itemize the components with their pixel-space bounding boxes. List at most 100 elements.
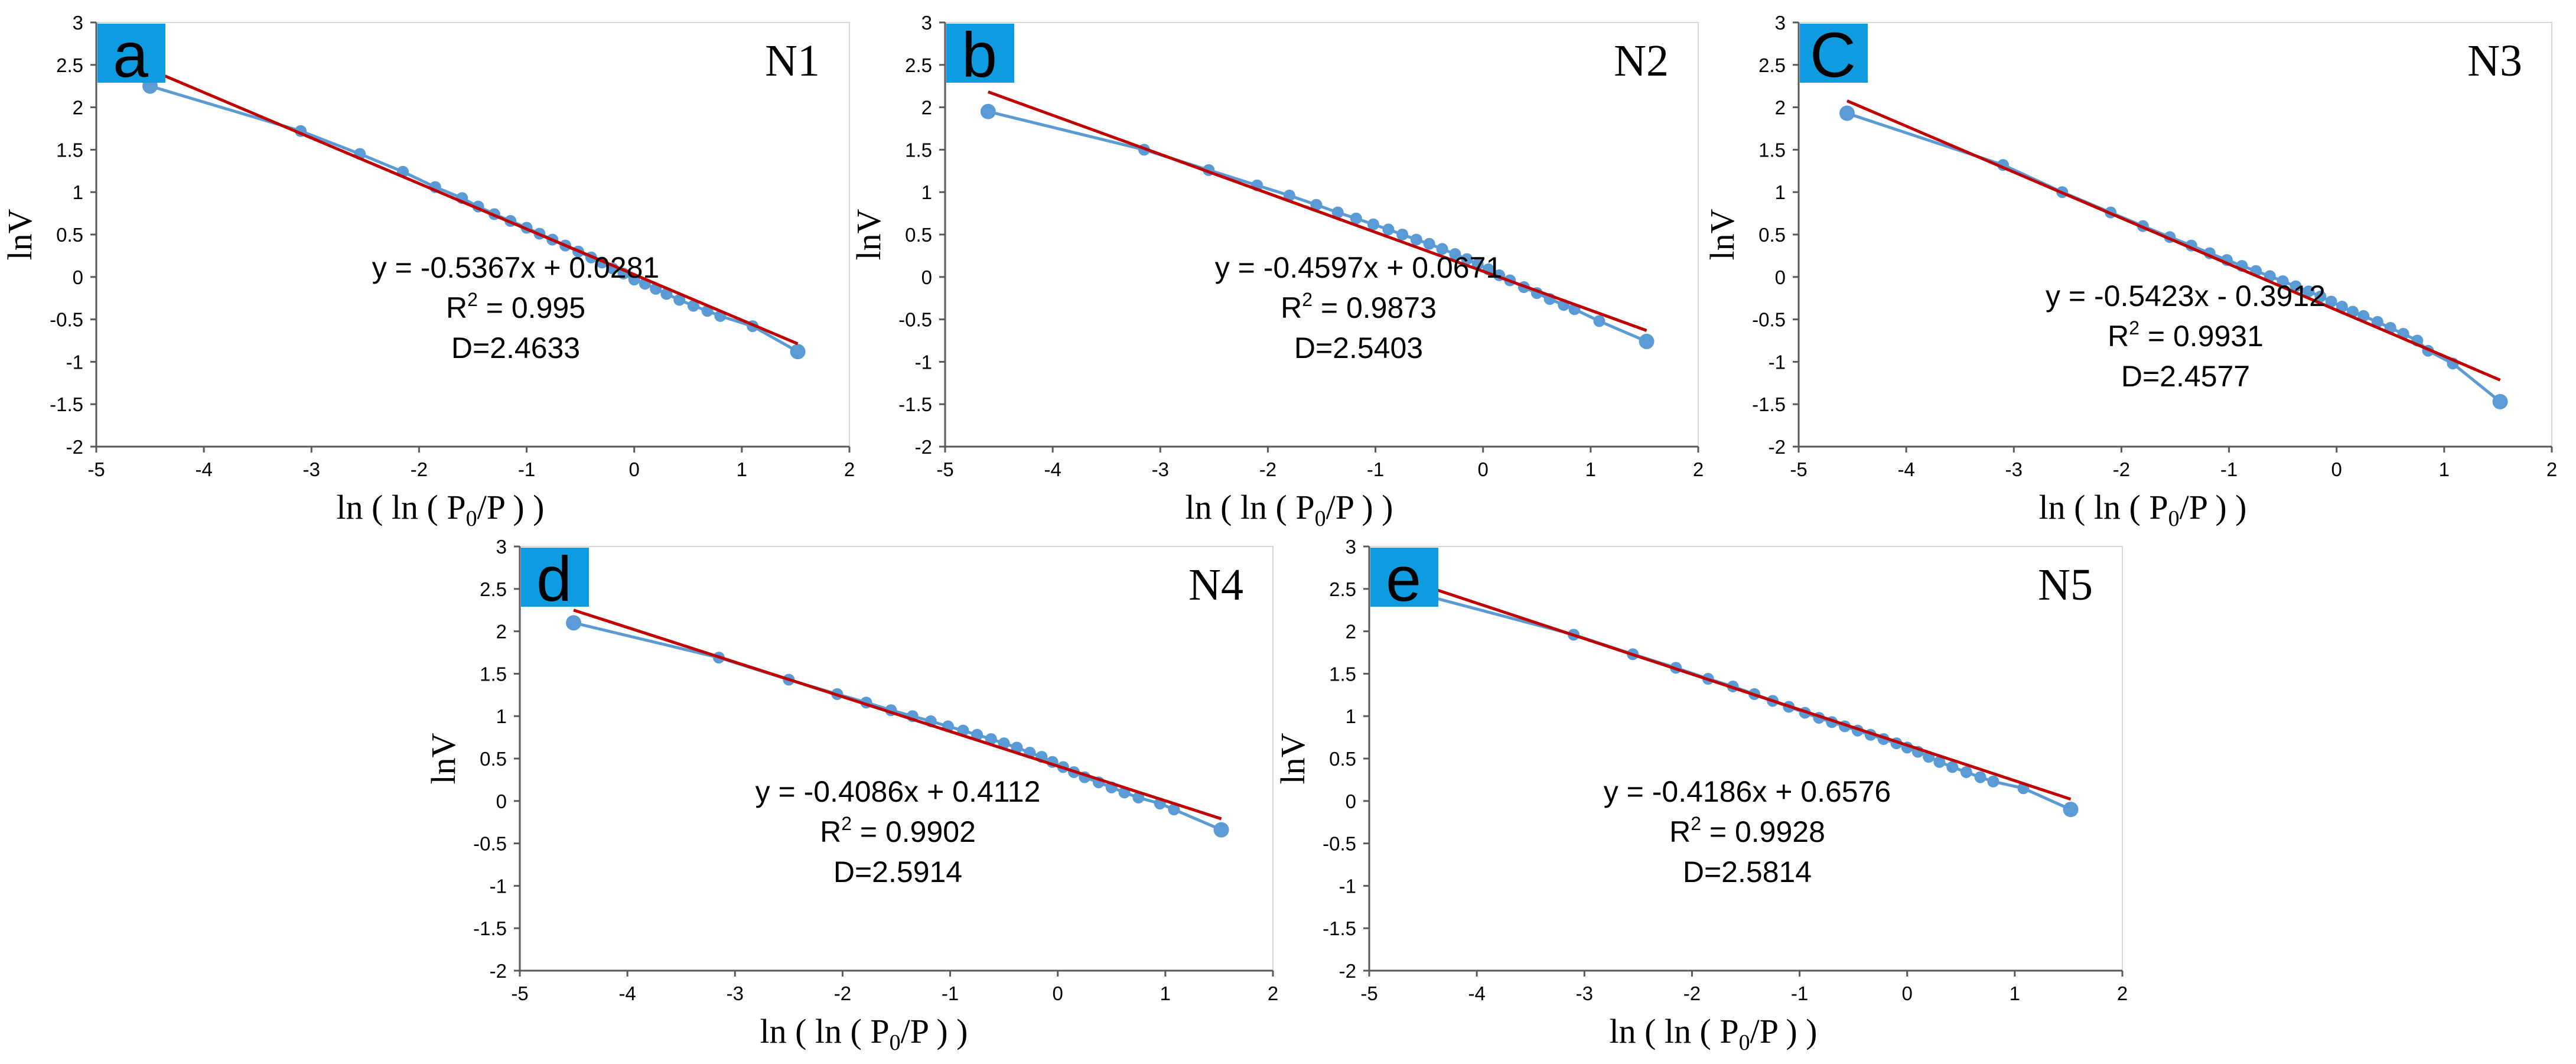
fit-equation: y = -0.4186x + 0.6576 — [1604, 775, 1891, 808]
y-tick-label: -1 — [490, 875, 507, 897]
fractal-dimension: D=2.5814 — [1683, 855, 1812, 889]
data-point — [2303, 285, 2315, 298]
y-tick-label: -2 — [1339, 960, 1356, 982]
y-tick-label: 1.5 — [1329, 663, 1356, 685]
data-point — [1933, 756, 1946, 768]
x-axis-title-subscript: 0 — [2168, 506, 2180, 531]
data-point — [2492, 393, 2508, 409]
x-axis-title-main: ln ( ln ( P — [2039, 488, 2168, 526]
y-tick-label: 0 — [496, 790, 507, 812]
r-squared-superscript: 2 — [1302, 289, 1313, 310]
y-tick-label: -1.5 — [50, 393, 83, 415]
x-tick-label: -4 — [195, 458, 212, 480]
x-tick-label: -2 — [411, 458, 428, 480]
x-tick-label: -1 — [518, 458, 535, 480]
x-tick-label: 0 — [1478, 458, 1489, 480]
x-tick-label: -1 — [942, 982, 959, 1004]
y-tick-label: 2 — [73, 97, 83, 119]
y-tick-label: -1.5 — [898, 393, 932, 415]
data-point — [1168, 803, 1180, 816]
x-tick-label: -3 — [1152, 458, 1169, 480]
x-tick-label: 1 — [1160, 982, 1171, 1004]
fractal-dimension: D=2.4633 — [451, 331, 580, 365]
r-squared: R2 = 0.995 — [446, 289, 585, 324]
x-tick-label: -3 — [1576, 982, 1593, 1004]
sample-label: N2 — [1614, 36, 1669, 86]
y-tick-label: -0.5 — [473, 833, 507, 855]
data-point — [2277, 275, 2289, 287]
x-tick-label: 2 — [2117, 982, 2128, 1004]
x-axis-title-main: ln ( ln ( P — [760, 1012, 890, 1050]
y-tick-label: 0 — [921, 266, 932, 288]
data-point — [1132, 792, 1145, 804]
y-tick-label: 0 — [73, 266, 83, 288]
panel-letter: a — [113, 19, 149, 90]
panel-letter-badge — [521, 548, 589, 607]
y-tick-label: -1 — [66, 351, 83, 373]
x-tick-label: -1 — [2220, 458, 2238, 480]
x-axis-title: ln ( ln ( P0/P ) ) — [1610, 1012, 1818, 1055]
x-axis-title-suffix: /P ) ) — [477, 488, 545, 526]
y-tick-label: -2 — [1769, 436, 1786, 458]
r-squared-value: = 0.995 — [478, 291, 585, 324]
panel-letter-badge — [97, 24, 165, 83]
y-tick-label: 2.5 — [480, 578, 507, 600]
x-axis-title-main: ln ( ln ( P — [1610, 1012, 1739, 1050]
y-tick-label: 2 — [1346, 621, 1356, 643]
y-tick-label: 3 — [1775, 12, 1786, 34]
r-squared: R2 = 0.9902 — [820, 813, 976, 848]
x-tick-label: -5 — [1790, 458, 1807, 480]
y-tick-label: -1.5 — [473, 917, 507, 939]
panel-letter-badge — [1800, 24, 1868, 83]
x-tick-label: -1 — [1791, 982, 1808, 1004]
x-tick-label: 0 — [1902, 982, 1913, 1004]
data-point — [1213, 822, 1229, 838]
data-point — [1987, 775, 1999, 788]
x-axis-title-subscript: 0 — [1739, 1030, 1750, 1055]
r-squared-value: = 0.9931 — [2139, 320, 2264, 353]
data-point — [1974, 771, 1986, 783]
y-tick-label: -0.5 — [898, 309, 932, 331]
chart-panel-a: -5 -4 -3 -2 -1 0 1 2 3 2.5 2 1.5 1 0.5 0 -0.5 -1 -1.5 -2 ln… — [1, 12, 855, 531]
data-point — [985, 733, 997, 745]
fit-line — [573, 609, 1222, 821]
data-point — [1310, 199, 1323, 211]
sample-label: N5 — [2038, 560, 2093, 610]
r-squared-value: = 0.9928 — [1701, 815, 1825, 848]
fit-equation: y = -0.5423x - 0.3912 — [2046, 279, 2326, 313]
r-squared-value: = 0.9902 — [852, 815, 976, 848]
y-tick-label: 2 — [496, 621, 507, 643]
r-squared: R2 = 0.9931 — [2108, 317, 2264, 353]
y-tick-label: 1 — [1346, 705, 1356, 727]
data-point — [673, 294, 686, 306]
y-tick-label: 3 — [921, 12, 932, 34]
panel-letter-badge — [1370, 548, 1438, 607]
r-squared: R2 = 0.9928 — [1669, 813, 1825, 848]
x-tick-label: -3 — [2005, 458, 2023, 480]
fit-line — [1846, 99, 2501, 382]
data-point — [1382, 223, 1395, 236]
fractal-dimension: D=2.5403 — [1294, 331, 1423, 365]
y-tick-label: -2 — [490, 960, 507, 982]
x-tick-label: 1 — [737, 458, 747, 480]
fit-line — [144, 66, 799, 346]
y-tick-label: 1 — [1775, 181, 1786, 203]
y-tick-label: 1.5 — [905, 139, 932, 161]
y-tick-label: 2 — [1775, 97, 1786, 119]
y-tick-label: 3 — [1346, 536, 1356, 558]
y-tick-label: 2.5 — [905, 54, 932, 76]
x-axis-title-suffix: /P ) ) — [1750, 1012, 1818, 1050]
y-tick-label: 0.5 — [1329, 748, 1356, 770]
chart-panel-e: -5 -4 -3 -2 -1 0 1 2 3 2.5 2 1.5 1 0.5 0 -0.5 -1 -1.5 -2 ln… — [1274, 536, 2128, 1055]
x-tick-label: -5 — [511, 982, 528, 1004]
y-tick-label: 2.5 — [56, 54, 83, 76]
data-point — [1449, 248, 1461, 261]
x-tick-label: -4 — [1044, 458, 1061, 480]
x-tick-label: -2 — [1683, 982, 1701, 1004]
fit-equation: y = -0.4597x + 0.0671 — [1215, 251, 1502, 284]
x-tick-label: -5 — [87, 458, 105, 480]
data-point — [1839, 105, 1855, 121]
r-squared-symbol: R — [2108, 320, 2129, 353]
x-axis-title-subscript: 0 — [466, 506, 477, 531]
